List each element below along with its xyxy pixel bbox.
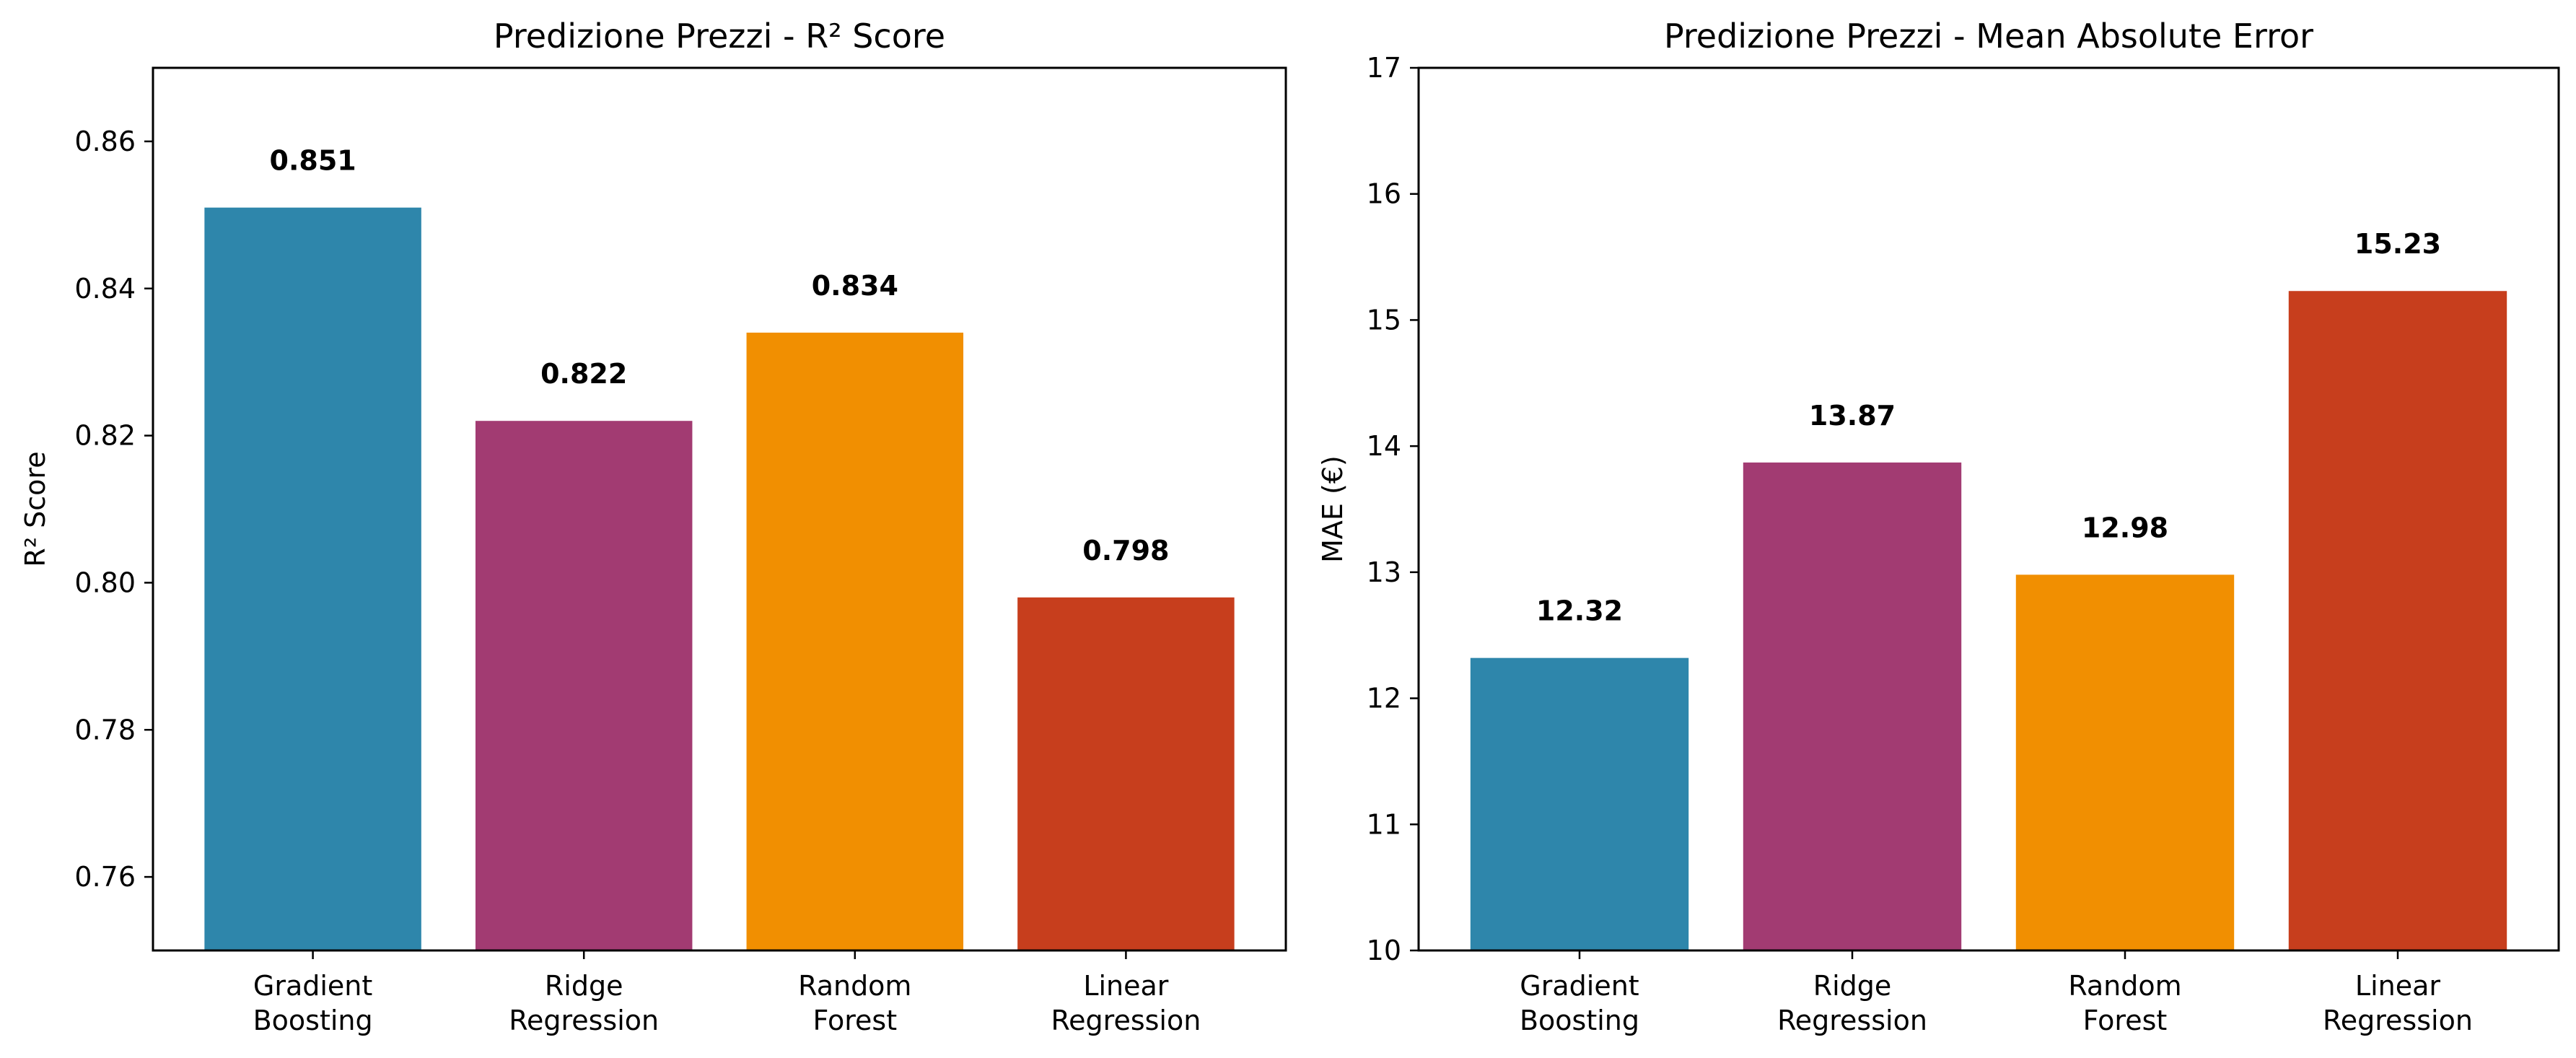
r2-y-tick-label-0: 0.76: [74, 861, 136, 893]
r2-value-label-0: 0.851: [270, 145, 356, 177]
mae-value-label-3: 15.23: [2354, 228, 2441, 260]
mae-bar-0: [1470, 657, 1689, 950]
r2-x-tick-label-0-1: Boosting: [253, 1005, 373, 1036]
r2-value-label-3: 0.798: [1082, 535, 1169, 567]
r2-x-tick-label-1-0: Ridge: [545, 970, 623, 1002]
r2-value-label-2: 0.834: [812, 270, 898, 302]
r2-x-tick-label-3-1: Regression: [1051, 1005, 1201, 1036]
mae-value-label-2: 12.98: [2082, 512, 2168, 543]
mae-x-tick-label-2-1: Forest: [2083, 1005, 2168, 1036]
r2-x-tick-label-0-0: Gradient: [253, 970, 372, 1002]
r2-x-tick-label-2-1: Forest: [812, 1005, 897, 1036]
r2-bar-1: [475, 421, 693, 950]
mae-y-tick-label-0: 10: [1367, 935, 1401, 966]
mae-x-tick-label-2-0: Random: [2068, 970, 2181, 1002]
r2-y-tick-label-2: 0.80: [74, 567, 136, 598]
mae-value-label-1: 13.87: [1809, 400, 1896, 432]
mae-chart: 12.32GradientBoosting13.87RidgeRegressio…: [1317, 17, 2560, 1036]
r2-score-chart: 0.851GradientBoosting0.822RidgeRegressio…: [19, 17, 1287, 1036]
r2-x-tick-label-3-0: Linear: [1083, 970, 1168, 1002]
mae-x-tick-label-0-1: Boosting: [1520, 1005, 1639, 1036]
r2-value-label-1: 0.822: [540, 358, 627, 390]
r2-y-tick-label-5: 0.86: [74, 126, 136, 157]
r2-x-tick-label-2-0: Random: [798, 970, 911, 1002]
mae-x-tick-label-3-1: Regression: [2323, 1005, 2473, 1036]
r2-y-tick-label-1: 0.78: [74, 714, 136, 746]
mae-y-tick-label-1: 11: [1367, 808, 1401, 840]
mae-y-tick-label-6: 16: [1367, 178, 1401, 210]
mae-value-label-0: 12.32: [1536, 595, 1623, 627]
mae-x-tick-label-3-0: Linear: [2355, 970, 2440, 1002]
mae-bar-1: [1743, 462, 1962, 950]
mae-chart-title: Predizione Prezzi - Mean Absolute Error: [1664, 17, 2313, 56]
r2-y-tick-label-3: 0.82: [74, 420, 136, 452]
r2-chart-title: Predizione Prezzi - R² Score: [494, 17, 945, 56]
r2-x-tick-label-1-1: Regression: [509, 1005, 659, 1036]
mae-x-tick-label-1-1: Regression: [1777, 1005, 1927, 1036]
mae-y-tick-label-3: 13: [1367, 556, 1401, 588]
mae-x-tick-label-0-0: Gradient: [1520, 970, 1639, 1002]
mae-axes-frame: [1417, 66, 2560, 952]
r2-bar-3: [1017, 597, 1235, 950]
mae-y-tick-label-7: 17: [1367, 52, 1401, 84]
r2-axes-frame: [152, 66, 1287, 952]
r2-bar-0: [204, 207, 421, 951]
mae-bar-2: [2015, 574, 2235, 950]
r2-y-tick-label-4: 0.84: [74, 273, 136, 305]
mae-bar-3: [2288, 291, 2507, 951]
mae-y-tick-label-2: 12: [1367, 683, 1401, 714]
mae-x-tick-label-1-0: Ridge: [1813, 970, 1892, 1002]
r2-y-axis-label: R² Score: [19, 451, 51, 567]
mae-y-axis-label: MAE (€): [1317, 455, 1349, 563]
mae-y-tick-label-4: 14: [1367, 430, 1401, 462]
mae-y-tick-label-5: 15: [1367, 304, 1401, 336]
r2-bar-2: [746, 332, 964, 950]
